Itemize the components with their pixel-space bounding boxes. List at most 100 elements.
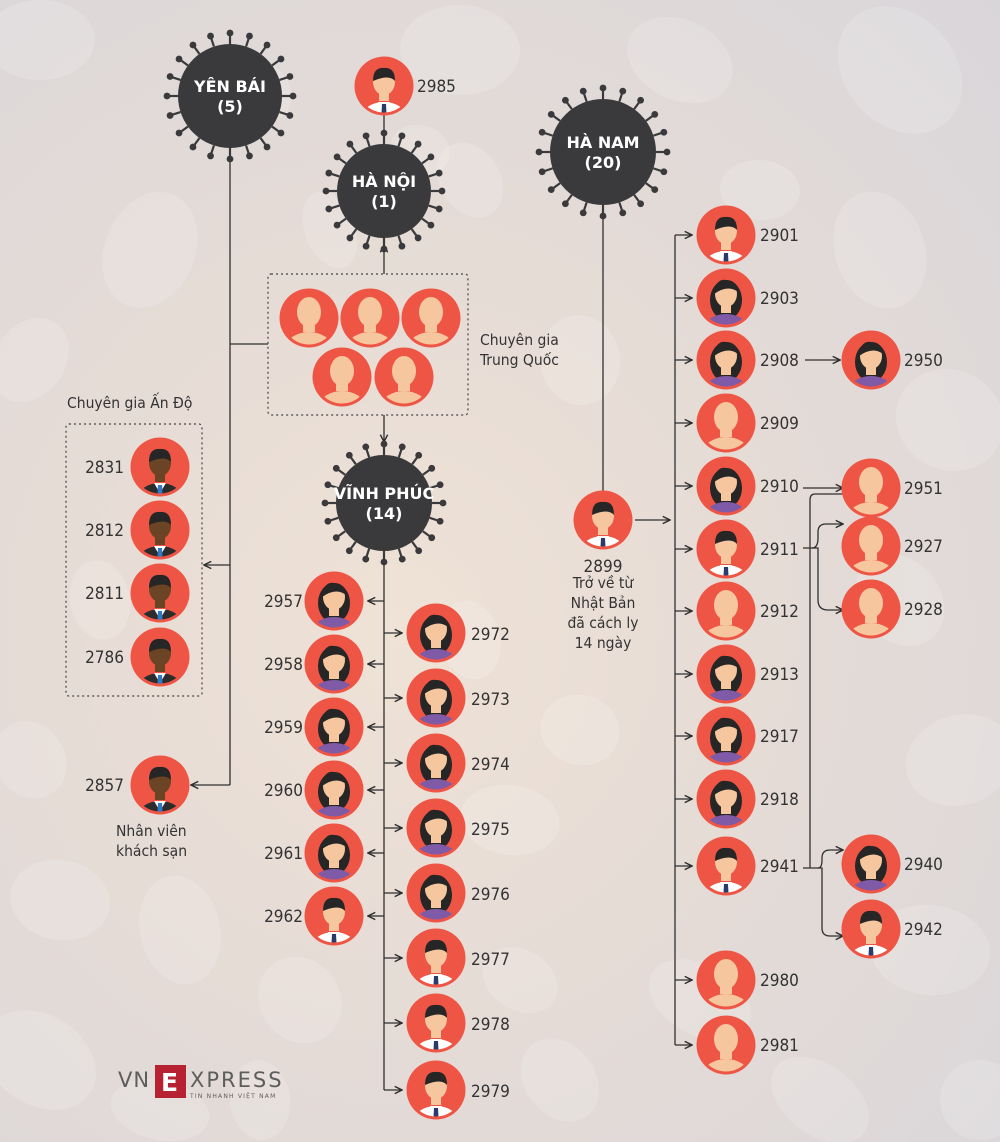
indian-experts-label: Chuyên gia Ấn Độ [67,391,192,412]
avatar [841,899,901,959]
avatar [374,347,434,407]
case-number: 2981 [760,1036,799,1056]
case-number: 2913 [760,665,799,685]
virus-icon [178,44,282,148]
avatar [406,798,466,858]
case-number: 2962 [264,907,303,927]
logo-e-block [155,1065,186,1098]
case-number: 2910 [760,477,799,497]
cluster-count: (5) [217,97,243,116]
avatar [696,205,756,265]
avatar [841,834,901,894]
virus-icon [550,99,656,205]
cluster-vinh-phuc: VĨNH PHÚC(14) [321,440,447,566]
case-number: 2901 [760,226,799,246]
avatar [304,697,364,757]
cluster-ha-noi: HÀ NỘI(1) [322,129,446,253]
case-number: 2941 [760,857,799,877]
avatar [130,755,190,815]
avatar [279,288,339,348]
avatar [406,668,466,728]
avatar [696,330,756,390]
avatar [406,993,466,1053]
case-number: 2960 [264,781,303,801]
case-number: 2911 [760,540,799,560]
avatar [696,644,756,704]
case-number: 2951 [904,479,943,499]
case-number: 2974 [471,755,510,775]
cluster-count: (14) [366,504,403,523]
cluster-yen-bai: YÊN BÁI(5) [163,29,297,163]
virus-icon [337,144,431,238]
avatar [312,347,372,407]
case-number: 2958 [264,655,303,675]
case-number: 2978 [471,1015,510,1035]
case-number: 2927 [904,537,943,557]
svg-text:E: E [161,1068,178,1097]
cluster-name: VĨNH PHÚC [334,484,435,503]
logo-wordmark-left: VN [118,1068,150,1092]
case-number: 2912 [760,602,799,622]
avatar [304,571,364,631]
indian-experts-box [65,423,203,697]
hotel-staff-label: Nhân viên khách sạn [116,822,187,860]
case-number: 2957 [264,592,303,612]
case-number: 2917 [760,727,799,747]
returnee-note: Trở về từ Nhật Bản đã cách ly 14 ngày [567,574,638,652]
chinese-experts-box [267,273,469,416]
avatar [130,437,190,497]
case-number: 2985 [417,77,456,97]
avatar [696,581,756,641]
case-number: 2909 [760,414,799,434]
avatar [696,836,756,896]
avatar [304,823,364,883]
logo-wordmark-right: XPRESS [190,1068,284,1092]
avatar [130,563,190,623]
avatar [696,268,756,328]
case-number: 2972 [471,625,510,645]
avatar [841,516,901,576]
case-number: 2961 [264,844,303,864]
case-number: 2973 [471,690,510,710]
avatar [696,519,756,579]
case-number: 2950 [904,351,943,371]
case-number: 2786 [85,648,124,668]
vnexpress-logo: VN E XPRESS TIN NHANH VIỆT NAM [118,1065,284,1100]
logo-tagline: TIN NHANH VIỆT NAM [189,1092,276,1100]
case-number: 2918 [760,790,799,810]
avatar [696,1015,756,1075]
avatar [696,950,756,1010]
avatar [340,288,400,348]
avatar [401,288,461,348]
case-number: 2942 [904,920,943,940]
cluster-name: HÀ NỘI [352,171,416,191]
cluster-name: HÀ NAM [566,133,639,152]
avatar [304,886,364,946]
avatar [354,56,414,116]
case-number: 2928 [904,600,943,620]
case-number: 2812 [85,521,124,541]
avatar [696,393,756,453]
avatar [130,500,190,560]
case-number: 2811 [85,584,124,604]
case-number: 2831 [85,458,124,478]
avatar [406,733,466,793]
avatar [573,490,633,550]
avatar [130,627,190,687]
cluster-ha-nam: HÀ NAM(20) [535,84,671,220]
avatar [304,760,364,820]
case-number: 2899 [584,557,623,577]
case-number: 2940 [904,855,943,875]
case-number: 2908 [760,351,799,371]
cluster-name: YÊN BÁI [193,77,266,96]
case-number: 2959 [264,718,303,738]
avatar [841,458,901,518]
group-labels: Chuyên gia Trung Quốc Chuyên gia Ấn Độ Nh… [67,331,639,860]
avatar [841,330,901,390]
chinese-experts-label: Chuyên gia Trung Quốc [479,331,559,369]
avatar [696,706,756,766]
avatar [406,928,466,988]
case-number: 2977 [471,950,510,970]
